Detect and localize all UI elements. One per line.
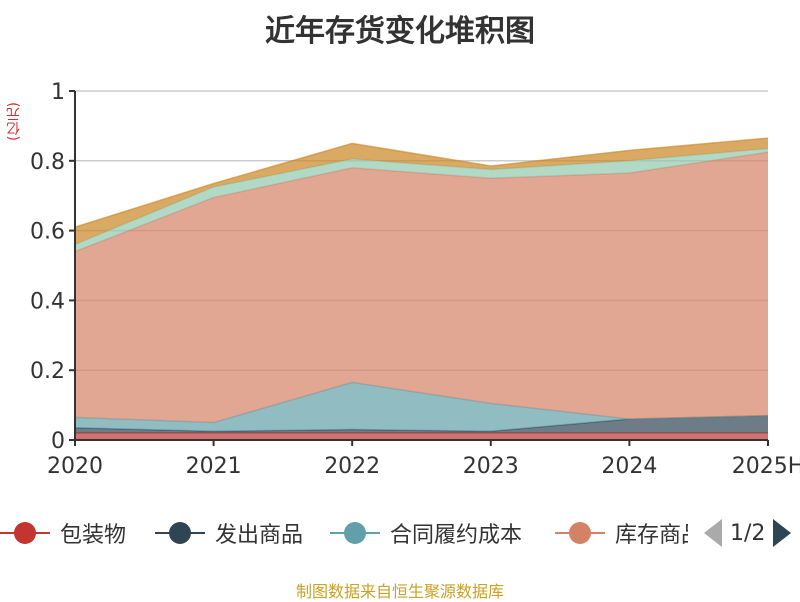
area-layer xyxy=(74,137,769,440)
legend-label: 库存商品 xyxy=(615,523,688,548)
legend-item-发出商品[interactable]: 发出商品 xyxy=(155,515,303,551)
chart-title: 近年存货变化堆积图 xyxy=(265,14,535,49)
data-source-note: 制图数据来自恒生聚源数据库 xyxy=(295,582,504,601)
legend-swatch xyxy=(0,515,50,551)
legend-item-库存商品[interactable]: 库存商品 xyxy=(555,515,688,551)
legend-item-合同履约成本[interactable]: 合同履约成本 xyxy=(330,515,522,551)
x-tick-label: 2021 xyxy=(186,454,242,479)
x-tick-label: 2023 xyxy=(463,454,519,479)
y-tick-label: 0 xyxy=(51,429,65,454)
legend-swatch xyxy=(155,515,205,551)
y-tick-label: 1 xyxy=(51,80,65,105)
x-tick-label: 2020 xyxy=(47,454,103,479)
area-周转材料 xyxy=(75,138,768,245)
legend-label: 合同履约成本 xyxy=(390,523,523,548)
legend-label: 发出商品 xyxy=(215,523,304,548)
legend-item-包装物[interactable]: 包装物 xyxy=(0,515,126,551)
area-合同履约成本 xyxy=(75,382,768,432)
legend-label: 包装物 xyxy=(60,523,127,548)
x-tick-label: 2022 xyxy=(324,454,380,479)
legend-items: 包装物发出商品合同履约成本库存商品原材料周转材料 xyxy=(0,515,688,555)
y-tick-label: 0.2 xyxy=(30,359,65,384)
area-原材料 xyxy=(75,148,768,252)
y-tick-label: 0.6 xyxy=(30,220,65,245)
legend-swatch xyxy=(555,515,605,551)
y-tick-label: 0.8 xyxy=(30,150,65,175)
area-发出商品 xyxy=(75,415,768,434)
y-tick-label: 0.4 xyxy=(30,289,65,314)
legend: 包装物发出商品合同履约成本库存商品原材料周转材料 1/2 xyxy=(0,515,800,555)
legend-pager: 1/2 xyxy=(700,515,800,551)
legend-next-page-icon[interactable] xyxy=(773,519,792,547)
area-库存商品 xyxy=(75,152,768,423)
legend-page-indicator: 1/2 xyxy=(730,520,766,546)
legend-swatch xyxy=(330,515,380,551)
legend-prev-page-icon[interactable] xyxy=(704,519,722,547)
x-tick-label: 2025H xyxy=(732,454,800,479)
axis-layer: 0 0.2 0.4 0.6 0.8 1 2020 2021 2022 2023 2024 2025H xyxy=(30,80,800,479)
area-包装物 xyxy=(75,433,768,440)
series-line-周转材料 xyxy=(74,137,769,228)
x-tick-label: 2024 xyxy=(601,454,657,479)
